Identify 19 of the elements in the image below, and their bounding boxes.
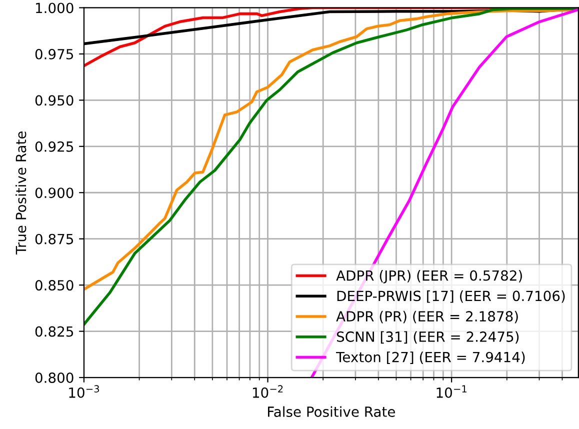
y-tick-label: 0.825 <box>35 326 74 337</box>
x-axis-title: False Positive Rate <box>268 406 395 417</box>
y-tick-label: 0.975 <box>35 48 74 60</box>
y-tick-label: 0.850 <box>35 280 74 291</box>
y-tick-label: 0.925 <box>35 141 74 152</box>
x-tick-label: 10$^{−3}$ <box>69 385 99 398</box>
y-axis-title: True Positive Rate <box>15 132 26 255</box>
y-tick-label: 0.950 <box>35 95 74 106</box>
y-tick-label: 1.000 <box>36 2 74 14</box>
y-tick-label: 0.875 <box>35 234 74 244</box>
x-tick-label: 10$^{−2}$ <box>252 385 283 398</box>
y-tick-label: 0.800 <box>35 372 74 383</box>
x-tick-label: 10$^{−1}$ <box>436 385 466 398</box>
legend-label: ADPR (JPR) (EER = 0.5782) <box>336 270 522 284</box>
legend-label: DEEP-PRWIS [17] (EER = 0.7106) <box>337 290 565 303</box>
legend-label: Texton [27] (EER = 7.9414) <box>336 352 525 364</box>
legend-label: ADPR (PR) (EER = 2.1878) <box>336 310 518 324</box>
y-tick-label: 0.900 <box>35 188 74 198</box>
legend-label: SCNN [31] (EER = 2.2475) <box>336 331 519 344</box>
